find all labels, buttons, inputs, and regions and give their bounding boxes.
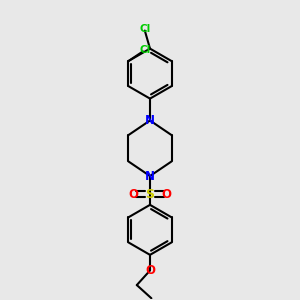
Text: Cl: Cl [139, 24, 150, 34]
Text: O: O [128, 188, 138, 201]
Text: O: O [145, 264, 155, 277]
Text: N: N [145, 114, 155, 127]
Text: S: S [146, 188, 154, 201]
Text: Cl: Cl [139, 45, 150, 55]
Text: N: N [145, 169, 155, 182]
Text: O: O [162, 188, 172, 201]
